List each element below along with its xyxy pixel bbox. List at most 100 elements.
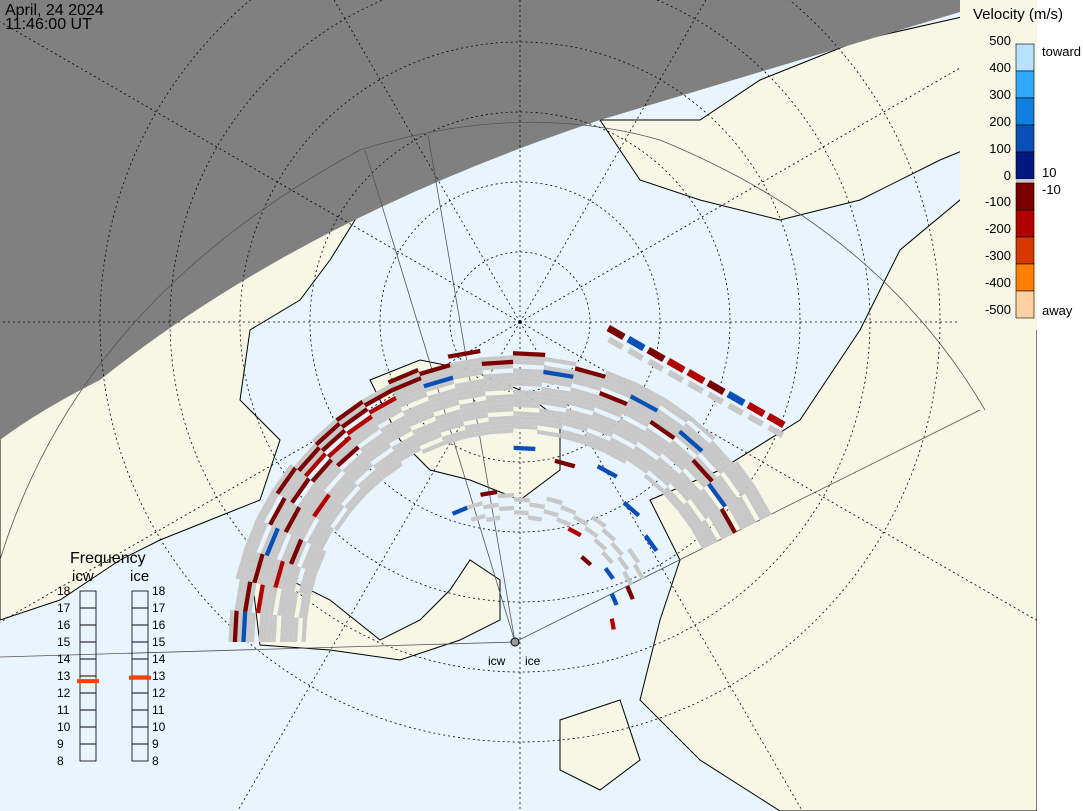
ground-scatter-cell <box>275 501 294 530</box>
ground-scatter-cell <box>464 421 490 430</box>
ground-scatter-cell <box>485 394 514 401</box>
ground-scatter-cell <box>624 406 652 424</box>
ground-scatter-cell <box>280 615 286 642</box>
ground-scatter-cell <box>486 402 514 409</box>
ground-scatter-cell <box>260 556 273 586</box>
meridian-line <box>519 0 707 323</box>
echo-cell <box>320 428 347 453</box>
ground-scatter-cell <box>421 371 453 385</box>
echo-cell <box>314 422 341 447</box>
frequency-bar-cell <box>131 743 149 762</box>
meridian-line <box>333 0 521 323</box>
ground-scatter-cell <box>651 416 679 437</box>
echo-cell <box>268 497 287 526</box>
ground-scatter-cell <box>716 510 734 536</box>
echo-cell <box>626 335 646 352</box>
ground-scatter-cell <box>315 496 335 520</box>
ground-scatter-cell <box>362 436 387 456</box>
echo-cell <box>574 366 606 379</box>
ground-scatter-cell <box>631 390 661 409</box>
ground-scatter-cell <box>662 397 692 420</box>
ground-scatter-cell <box>567 399 595 412</box>
ground-scatter-cell <box>712 512 730 538</box>
ground-scatter-cell <box>541 386 571 396</box>
ground-scatter-cell <box>745 491 764 521</box>
echo-cell <box>273 560 285 588</box>
ground-scatter-cell <box>707 391 725 405</box>
ground-scatter-cell <box>389 372 421 389</box>
ground-scatter-cell <box>359 432 385 453</box>
ground-scatter-cell <box>730 500 749 528</box>
frequency-tick-label: 18 <box>57 584 71 598</box>
echo-cell <box>726 391 746 407</box>
ground-scatter-cell <box>667 369 685 383</box>
frequency-bars <box>77 590 151 762</box>
echo-cell <box>719 507 737 534</box>
ground-scatter-cell <box>604 448 627 464</box>
ground-scatter-cell <box>393 438 418 455</box>
ground-scatter-cell <box>627 398 657 417</box>
echo-cell <box>513 351 546 357</box>
ground-scatter-cell <box>513 372 544 379</box>
ground-scatter-cell <box>539 408 566 417</box>
ground-scatter-cell <box>485 515 501 523</box>
echo-cell <box>706 380 726 396</box>
ground-scatter-cell <box>305 546 319 571</box>
ground-scatter-cell <box>618 417 645 435</box>
echo-cell <box>686 369 706 385</box>
ground-scatter-cell <box>351 462 374 483</box>
ground-scatter-cell <box>288 616 295 642</box>
echo-cell <box>387 368 419 385</box>
ground-scatter-cell <box>258 613 265 642</box>
ground-scatter-cell <box>708 514 726 540</box>
ground-scatter-cell <box>538 416 564 426</box>
ground-scatter-cell <box>292 617 299 642</box>
ground-scatter-cell <box>279 469 301 497</box>
ground-scatter-cell <box>470 513 486 522</box>
ground-scatter-cell <box>513 355 545 362</box>
ground-scatter-cell <box>391 434 416 451</box>
ground-scatter-cell <box>734 498 753 526</box>
ground-scatter-cell <box>690 526 707 549</box>
ground-scatter-cell <box>286 474 308 502</box>
ground-scatter-cell <box>271 614 278 642</box>
echo-cells <box>228 325 786 642</box>
legend-background <box>1037 0 1083 811</box>
ground-scatter-cell <box>679 471 701 494</box>
echo-cell <box>606 325 626 341</box>
ground-scatter-cell <box>706 443 731 469</box>
echo-cell <box>335 400 364 422</box>
ground-scatter-cell <box>381 461 403 479</box>
ground-scatter-cell <box>382 419 409 437</box>
ground-scatter-cell <box>264 557 277 587</box>
ground-scatter-cell <box>277 561 289 589</box>
ground-scatter-cell <box>644 427 671 447</box>
echo-cell <box>678 429 704 453</box>
ground-scatter-cell <box>673 477 694 499</box>
echo-cell <box>312 493 331 518</box>
frequency-tick-label: 11 <box>57 703 70 717</box>
ground-scatter-cell <box>513 389 542 396</box>
ground-scatter-cell <box>378 458 401 476</box>
ground-scatter-cell <box>361 384 392 404</box>
ground-scatter-cell <box>488 419 514 426</box>
ground-scatter-cell <box>483 376 514 383</box>
frequency-tick-label: 15 <box>152 635 166 649</box>
ground-scatter-cell <box>585 431 610 445</box>
ground-scatter-cell <box>571 378 602 391</box>
ground-scatter-cell <box>299 515 316 541</box>
ground-scatter-cell <box>301 544 315 569</box>
ground-scatter-cell <box>607 336 625 350</box>
ground-scatter-cell <box>709 440 734 467</box>
ground-scatter-cell <box>337 482 358 504</box>
colorbar-segment <box>1015 124 1035 153</box>
colorbar-segment <box>1015 209 1035 238</box>
ground-scatter-cell <box>323 501 341 525</box>
ground-scatter-cell <box>733 460 756 490</box>
echo-cell <box>609 618 616 630</box>
ground-scatter-cell <box>434 409 462 421</box>
ground-scatter-cell <box>559 433 584 444</box>
ground-scatter-cell <box>540 391 570 400</box>
ground-scatter-cell <box>237 611 243 642</box>
ground-scatter-cell <box>271 464 294 493</box>
